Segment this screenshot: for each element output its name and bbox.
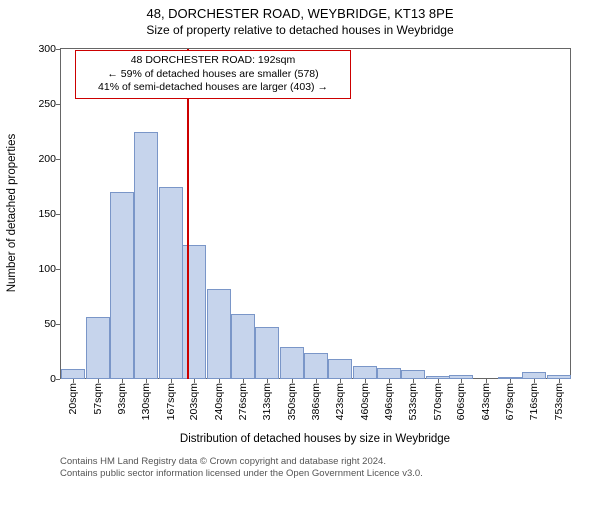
y-tick-label: 200 xyxy=(38,153,56,165)
x-tick-label: 423sqm xyxy=(334,383,346,420)
y-tick-label: 250 xyxy=(38,98,56,110)
y-tick-mark xyxy=(56,379,60,380)
x-tick-label: 203sqm xyxy=(188,383,200,420)
histogram-bar xyxy=(522,372,546,379)
annotation-box: 48 DORCHESTER ROAD: 192sqm ← 59% of deta… xyxy=(75,50,351,99)
x-tick-label: 496sqm xyxy=(383,383,395,420)
x-tick-label: 350sqm xyxy=(286,383,298,420)
x-tick-label: 20sqm xyxy=(67,383,79,415)
y-tick-mark xyxy=(56,104,60,105)
histogram-bar xyxy=(231,314,255,379)
histogram-bar xyxy=(110,192,134,379)
annotation-line2: ← 59% of detached houses are smaller (57… xyxy=(82,68,344,82)
x-tick-label: 533sqm xyxy=(407,383,419,420)
histogram-bar xyxy=(401,370,425,379)
y-tick-label: 100 xyxy=(38,263,56,275)
x-tick-label: 313sqm xyxy=(261,383,273,420)
y-tick-mark xyxy=(56,269,60,270)
y-tick-mark xyxy=(56,49,60,50)
y-axis xyxy=(60,49,61,379)
histogram-bar xyxy=(61,369,85,379)
footer-line1: Contains HM Land Registry data © Crown c… xyxy=(60,456,423,468)
x-tick-label: 716sqm xyxy=(528,383,540,420)
x-tick-label: 753sqm xyxy=(553,383,565,420)
x-tick-label: 460sqm xyxy=(359,383,371,420)
x-tick-label: 57sqm xyxy=(92,383,104,415)
histogram-bar xyxy=(353,366,377,379)
y-tick-mark xyxy=(56,324,60,325)
histogram-bar xyxy=(134,132,158,380)
footer-text: Contains HM Land Registry data © Crown c… xyxy=(60,456,423,481)
x-tick-label: 386sqm xyxy=(310,383,322,420)
histogram-bar xyxy=(86,317,110,379)
histogram-bar xyxy=(182,245,206,379)
x-tick-label: 606sqm xyxy=(455,383,467,420)
y-tick-mark xyxy=(56,214,60,215)
x-tick-label: 93sqm xyxy=(116,383,128,415)
x-tick-label: 130sqm xyxy=(140,383,152,420)
annotation-line1: 48 DORCHESTER ROAD: 192sqm xyxy=(82,54,344,68)
footer-line2: Contains public sector information licen… xyxy=(60,468,423,480)
histogram-bar xyxy=(255,327,279,379)
x-tick-label: 167sqm xyxy=(165,383,177,420)
x-axis-label: Distribution of detached houses by size … xyxy=(60,433,570,445)
histogram-bar xyxy=(304,353,328,379)
histogram-bar xyxy=(207,289,231,379)
x-tick-label: 643sqm xyxy=(480,383,492,420)
x-tick-label: 679sqm xyxy=(504,383,516,420)
y-tick-label: 50 xyxy=(44,318,56,330)
chart-title: 48, DORCHESTER ROAD, WEYBRIDGE, KT13 8PE xyxy=(0,6,600,21)
histogram-bar xyxy=(280,347,304,379)
y-axis-label: Number of detached properties xyxy=(6,134,18,293)
y-tick-mark xyxy=(56,159,60,160)
histogram-bar xyxy=(159,187,183,380)
y-tick-label: 150 xyxy=(38,208,56,220)
chart-subtitle: Size of property relative to detached ho… xyxy=(0,23,600,37)
x-tick-label: 570sqm xyxy=(432,383,444,420)
annotation-line3: 41% of semi-detached houses are larger (… xyxy=(82,81,344,95)
x-tick-label: 276sqm xyxy=(237,383,249,420)
histogram-bar xyxy=(328,359,352,379)
histogram-bar xyxy=(377,368,401,379)
y-tick-label: 300 xyxy=(38,43,56,55)
x-tick-label: 240sqm xyxy=(213,383,225,420)
